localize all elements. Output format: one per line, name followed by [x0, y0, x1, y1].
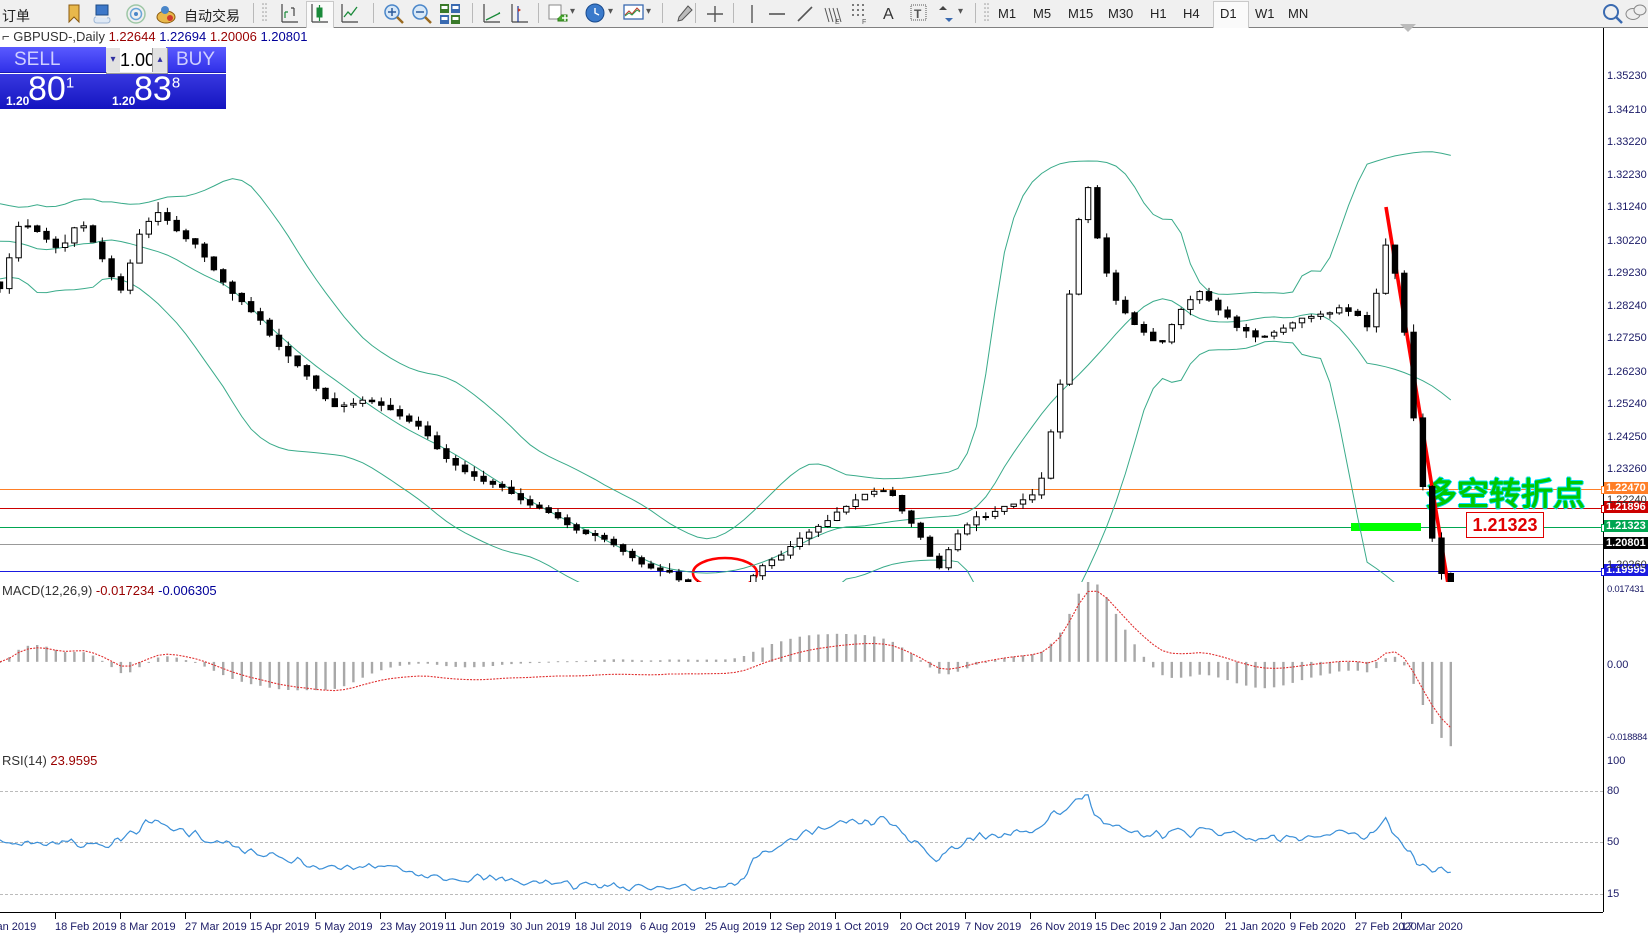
svg-text:E: E: [835, 19, 840, 26]
svg-text:T: T: [914, 7, 922, 21]
svg-text:F: F: [862, 19, 866, 26]
